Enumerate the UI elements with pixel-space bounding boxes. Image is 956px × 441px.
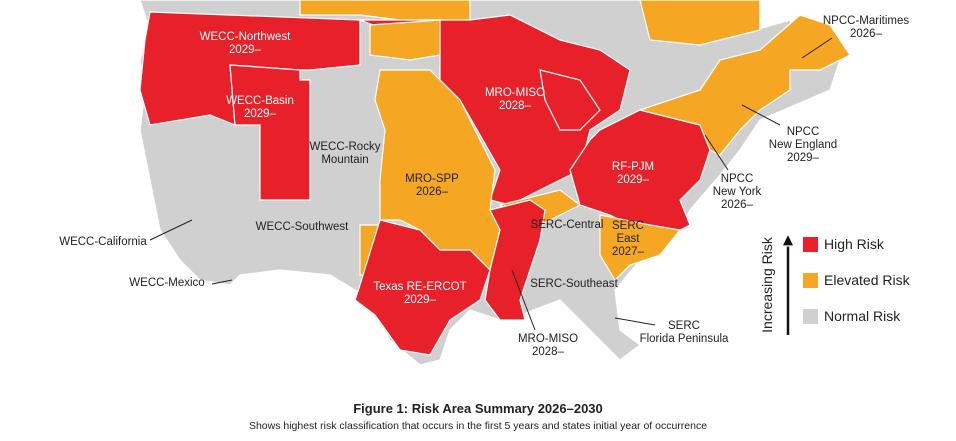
- region-label: 2028–: [499, 100, 532, 112]
- region-label: WECC-California: [59, 236, 147, 248]
- region-label: WECC-Southwest: [256, 221, 349, 233]
- leader-line: [149, 219, 193, 241]
- region-label: 2027–: [612, 246, 645, 258]
- leader-line: [801, 37, 833, 59]
- region-label: New England: [769, 139, 837, 151]
- region-label: NPCC-Maritimes: [823, 15, 910, 27]
- leader-lines: [149, 37, 833, 331]
- leader-line: [741, 104, 781, 126]
- leader-line: [211, 279, 233, 285]
- region-label: New York: [713, 186, 762, 198]
- region-label: 2026–: [721, 199, 754, 211]
- leader-line: [614, 317, 656, 326]
- figure-caption: Shows highest risk classification that o…: [249, 420, 707, 432]
- legend-swatch: [803, 273, 818, 288]
- region-label: NPCC: [787, 126, 820, 138]
- region-shape: [484, 199, 546, 321]
- region-label: 2029–: [244, 108, 277, 120]
- region-label: SERC-Central: [531, 219, 604, 231]
- region-label: 2029–: [617, 174, 650, 186]
- region-shape: [354, 219, 491, 356]
- region-shape: [369, 19, 441, 61]
- region-label: WECC-Mexico: [129, 277, 204, 289]
- region-shape: [637, 14, 851, 156]
- region-shape: [229, 64, 311, 201]
- figure-title: Figure 1: Risk Area Summary 2026–2030: [353, 401, 603, 416]
- legend-swatch: [803, 309, 818, 324]
- region-label: 2026–: [416, 186, 449, 198]
- region-labels: WECC-Northwest2029–WECC-Basin2029–WECC-R…: [59, 15, 909, 358]
- region-label: MRO-MISO: [518, 333, 578, 345]
- region-label: Mountain: [321, 154, 368, 166]
- legend-label: Elevated Risk: [824, 272, 911, 288]
- map-shapes: [139, 0, 851, 366]
- region-label: Texas RE-ERCOT: [373, 281, 466, 293]
- legend-swatch: [803, 237, 818, 252]
- region-label: SERC: [668, 320, 700, 332]
- region-label: MRO-SPP: [405, 173, 459, 185]
- region-label: 2029–: [404, 294, 437, 306]
- risk-arrowhead: [781, 232, 795, 247]
- region-label: NPCC: [721, 173, 754, 185]
- region-label: 2029–: [787, 152, 820, 164]
- legend-label: Normal Risk: [824, 308, 901, 324]
- leader-line: [704, 134, 729, 171]
- region-label: MRO-MISO: [485, 87, 545, 99]
- region-shape: [639, 0, 761, 46]
- region-label: 2028–: [532, 346, 565, 358]
- legend-axis-label: Increasing Risk: [759, 236, 775, 333]
- region-shape: [539, 69, 601, 131]
- region-label: WECC-Rocky: [310, 141, 381, 153]
- legend: Increasing Risk High Risk Elevated Risk No…: [759, 232, 911, 335]
- leader-line: [511, 269, 536, 331]
- region-label: East: [616, 233, 640, 245]
- region-label: 2026–: [850, 28, 883, 40]
- region-shape: [599, 214, 682, 281]
- region-label: SERC: [612, 220, 644, 232]
- region-label: WECC-Northwest: [200, 31, 292, 43]
- region-label: Florida Peninsula: [640, 333, 729, 345]
- region-label: WECC-Basin: [226, 95, 294, 107]
- legend-label: High Risk: [824, 236, 885, 252]
- region-label: 2029–: [229, 44, 262, 56]
- region-label: RF-PJM: [612, 161, 654, 173]
- region-label: SERC-Southeast: [530, 278, 618, 290]
